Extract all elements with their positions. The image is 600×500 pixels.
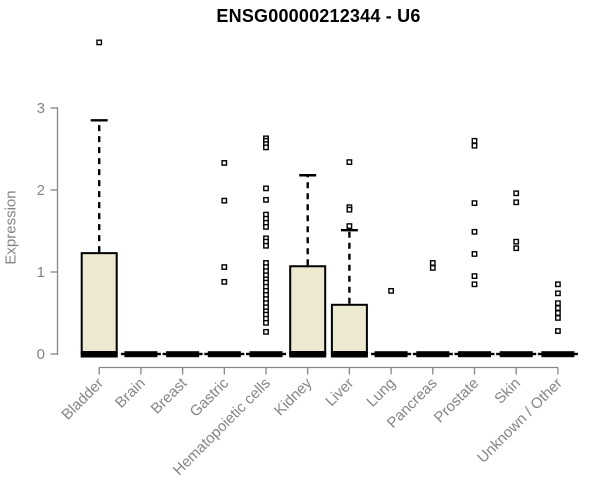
outlier-point bbox=[471, 142, 478, 149]
median-line bbox=[207, 351, 241, 358]
x-tick-label: Prostate bbox=[431, 375, 483, 427]
outlier-point bbox=[471, 281, 478, 288]
outlier-point bbox=[388, 287, 394, 294]
outlier-point bbox=[513, 199, 520, 206]
outlier-point bbox=[471, 273, 478, 279]
outlier-point bbox=[513, 238, 520, 245]
box-gastric bbox=[204, 160, 245, 358]
outlier-point bbox=[555, 328, 561, 334]
y-tick-label: 1 bbox=[37, 264, 45, 281]
y-tick-label: 2 bbox=[37, 182, 45, 199]
outlier-point bbox=[555, 300, 561, 307]
box-hematopoietic-cells bbox=[246, 135, 286, 358]
outlier-point bbox=[96, 39, 103, 46]
median-line bbox=[458, 351, 491, 358]
median-line bbox=[330, 351, 368, 358]
outlier-point bbox=[471, 137, 478, 144]
outlier-point bbox=[513, 190, 520, 197]
box-unknown-other bbox=[537, 281, 578, 358]
outlier-point bbox=[555, 290, 561, 297]
x-tick-label: Liver bbox=[322, 375, 357, 410]
x-tick-label: Brain bbox=[112, 375, 149, 412]
median-line bbox=[289, 351, 327, 358]
x-tick-label: Kidney bbox=[271, 374, 316, 419]
box-breast bbox=[162, 351, 203, 358]
outlier-point bbox=[221, 160, 228, 166]
median-line bbox=[416, 351, 450, 358]
box-rect bbox=[330, 303, 368, 355]
outlier-point bbox=[263, 223, 269, 230]
outlier-point bbox=[429, 265, 436, 271]
y-tick-label: 3 bbox=[37, 100, 45, 117]
outlier-point bbox=[555, 310, 561, 316]
box-rect bbox=[80, 252, 118, 355]
outlier-point bbox=[263, 185, 269, 192]
outlier-point bbox=[346, 223, 353, 229]
outlier-point bbox=[471, 251, 478, 257]
outlier-point bbox=[263, 242, 269, 249]
median-line bbox=[80, 351, 118, 358]
median-line bbox=[124, 351, 158, 358]
x-tick-label: Bladder bbox=[58, 375, 107, 424]
y-tick-label: 0 bbox=[37, 346, 45, 363]
outlier-point bbox=[221, 278, 228, 285]
outlier-point bbox=[263, 328, 269, 335]
outlier-point bbox=[555, 281, 561, 288]
outlier-point bbox=[263, 196, 269, 203]
outlier-point bbox=[263, 144, 269, 151]
box-brain bbox=[120, 351, 161, 358]
outlier-point bbox=[471, 200, 478, 207]
outlier-point bbox=[555, 305, 561, 311]
median-line bbox=[374, 351, 408, 358]
outlier-point bbox=[346, 206, 353, 213]
box-bladder bbox=[80, 39, 118, 358]
median-line bbox=[541, 351, 575, 358]
x-tick-label: Lung bbox=[363, 375, 399, 411]
outlier-point bbox=[221, 264, 228, 270]
x-tick-label: Breast bbox=[148, 374, 191, 417]
outlier-point bbox=[346, 159, 353, 166]
x-tick-label: Skin bbox=[491, 375, 524, 408]
box-pancreas bbox=[412, 260, 453, 358]
box-lung bbox=[371, 287, 412, 358]
outlier-point bbox=[513, 245, 520, 252]
box-rect bbox=[289, 265, 327, 356]
box-prostate bbox=[454, 137, 495, 358]
median-line bbox=[166, 351, 200, 358]
outlier-point bbox=[429, 260, 436, 266]
chart-title: ENSG00000212344 - U6 bbox=[216, 6, 421, 26]
median-line bbox=[499, 351, 533, 358]
y-axis: 0 1 2 3 bbox=[37, 100, 59, 363]
median-line bbox=[249, 351, 283, 358]
outlier-point bbox=[471, 228, 478, 235]
box-skin bbox=[496, 190, 537, 358]
outlier-point bbox=[263, 319, 269, 326]
outlier-point bbox=[555, 315, 561, 321]
outlier-point bbox=[221, 197, 228, 204]
box-liver bbox=[330, 159, 368, 358]
box-kidney bbox=[289, 174, 327, 358]
